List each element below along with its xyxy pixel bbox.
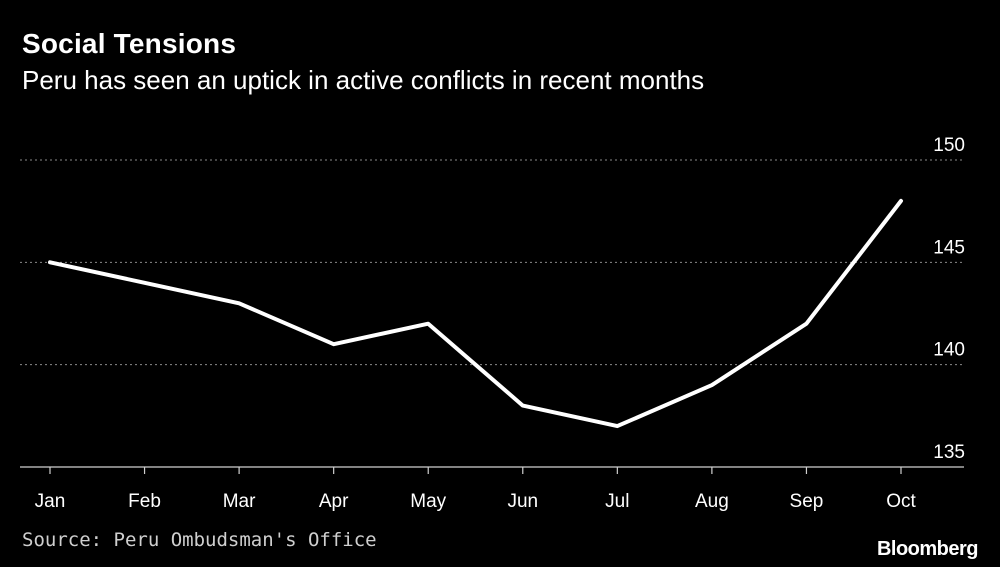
grid-lines [20,159,964,366]
x-tick-label: May [410,491,446,512]
y-tick-label: 150 [933,135,965,156]
x-tick-label: Apr [319,491,349,512]
series-line [48,198,903,429]
source-note: Source: Peru Ombudsman's Office [22,529,377,551]
y-tick-label: 135 [933,442,965,463]
y-axis-ticks: 135 140 145 150 [933,135,965,463]
x-axis-ticks: Jan Feb Mar Apr May Jun Jul Aug Sep Oct [35,467,916,512]
chart-title: Social Tensions [22,28,237,59]
x-tick-label: Jan [35,491,66,512]
x-tick-label: Mar [223,491,256,512]
y-tick-label: 140 [933,340,965,361]
series-group [48,198,903,429]
y-tick-label: 145 [933,237,965,258]
x-tick-label: Feb [128,491,161,512]
x-tick-label: Jul [605,491,629,512]
x-tick-label: Jun [507,491,538,512]
chart-subtitle: Peru has seen an uptick in active confli… [22,65,705,95]
x-tick-label: Oct [886,491,916,512]
x-tick-label: Sep [790,491,824,512]
x-tick-label: Aug [695,491,729,512]
brand-logo: Bloomberg [876,538,979,560]
